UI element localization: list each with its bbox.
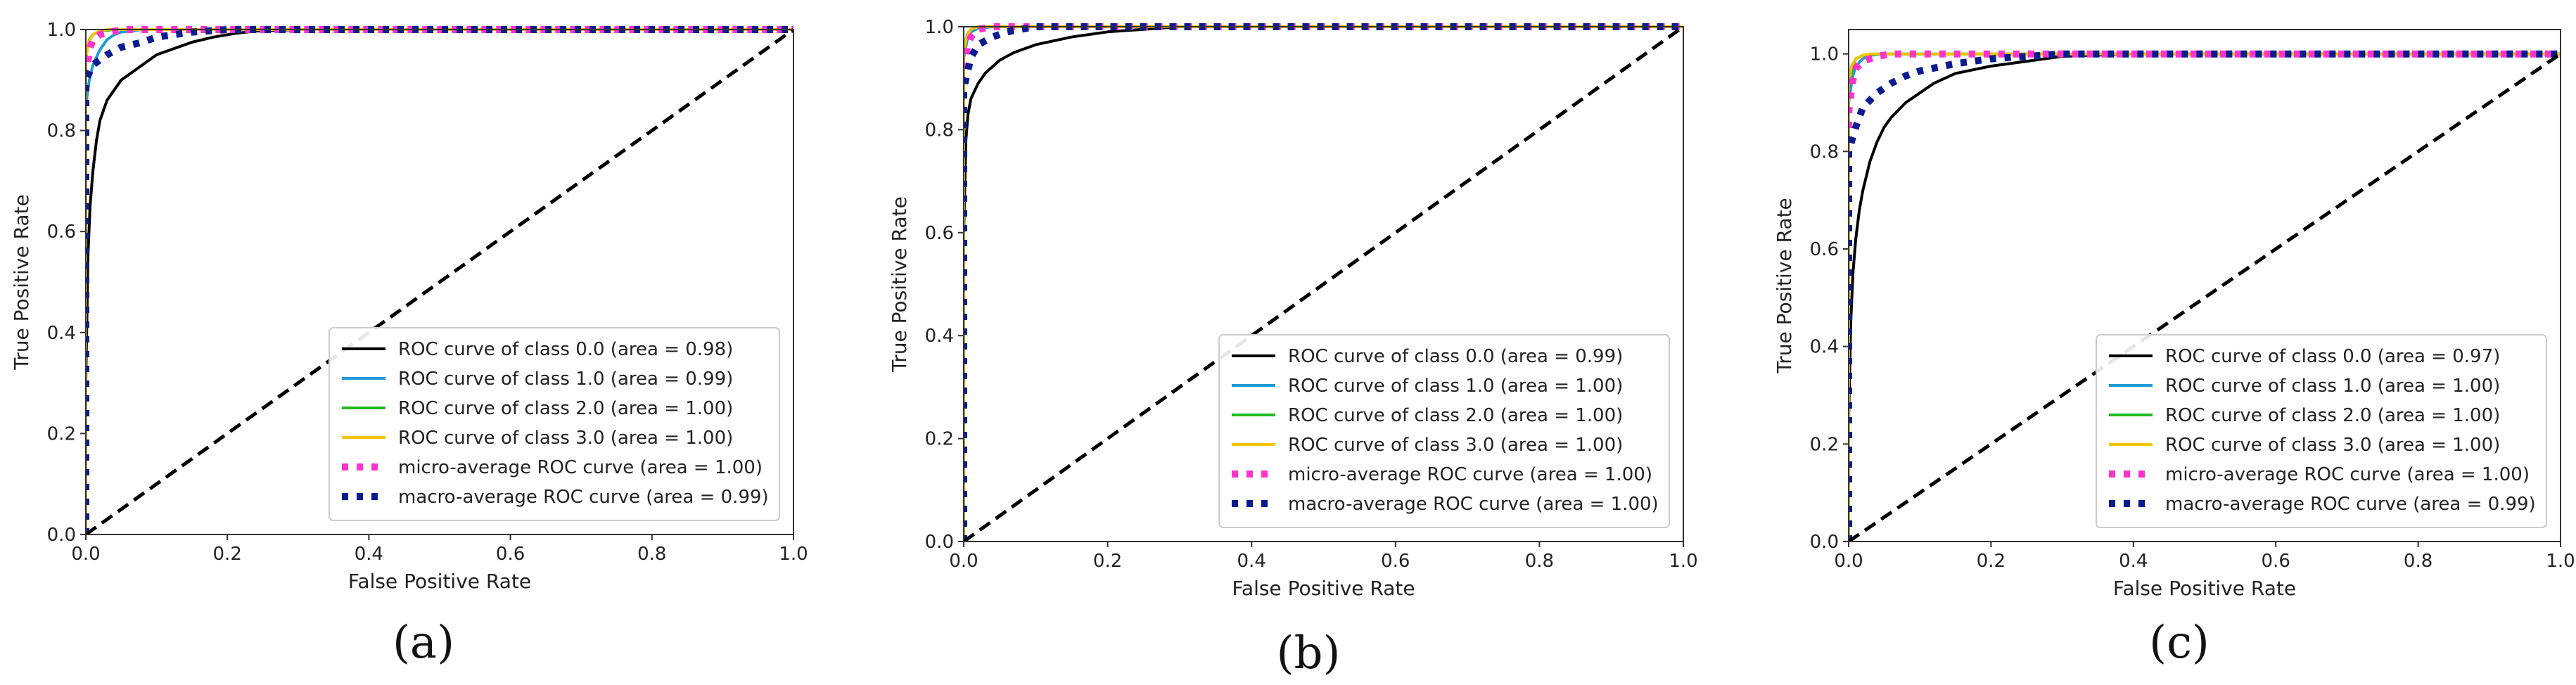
y-tick-label-c-4: 0.8 xyxy=(1810,141,1839,162)
panel-b: (b) 0.0 0.2 0.4 0.6 0.8 1.0 0.0 0.2 0.4 0.6 0.8 1.0… xyxy=(888,17,1698,679)
x-tick-label-a-5: 1.0 xyxy=(779,544,808,565)
legend-label-a-2: ROC curve of class 2.0 (area = 1.00) xyxy=(398,398,733,419)
x-tick-label-a-4: 0.8 xyxy=(637,544,666,565)
legend-label-a-5: macro-average ROC curve (area = 0.99) xyxy=(398,487,769,508)
x-tick-label-c-3: 0.6 xyxy=(2262,551,2290,572)
x-tick-label-a-0: 0.0 xyxy=(71,544,100,565)
legend-c: ROC curve of class 0.0 (area = 0.97) ROC … xyxy=(2096,335,2546,527)
legend-label-b-1: ROC curve of class 1.0 (area = 1.00) xyxy=(1288,376,1623,397)
y-tick-label-a-0: 0.0 xyxy=(47,525,76,546)
x-tick-label-a-2: 0.4 xyxy=(355,544,383,565)
y-tick-label-b-1: 0.2 xyxy=(925,429,954,450)
panel-label-b: (b) xyxy=(1277,627,1341,679)
legend-label-b-4: micro-average ROC curve (area = 1.00) xyxy=(1288,464,1652,485)
x-tick-label-c-0: 0.0 xyxy=(1834,551,1863,572)
y-tick-label-b-2: 0.4 xyxy=(925,326,954,347)
legend-label-c-2: ROC curve of class 2.0 (area = 1.00) xyxy=(2165,405,2500,426)
roc-figure: (a) 0.0 0.2 0.4 0.6 0.8 1.0 0.0 0.2 0.4 0.6 0.8 1.0… xyxy=(0,0,2576,685)
y-tick-label-c-1: 0.2 xyxy=(1810,434,1839,455)
panel-a: (a) 0.0 0.2 0.4 0.6 0.8 1.0 0.0 0.2 0.4 0.6 0.8 1.0… xyxy=(10,20,808,669)
legend-label-a-1: ROC curve of class 1.0 (area = 0.99) xyxy=(398,369,733,390)
legend-label-c-0: ROC curve of class 0.0 (area = 0.97) xyxy=(2165,346,2500,367)
panel-label-a: (a) xyxy=(393,617,454,669)
legend-label-b-5: macro-average ROC curve (area = 1.00) xyxy=(1288,494,1659,515)
y-tick-label-a-4: 0.8 xyxy=(47,121,76,142)
y-axis-title-c: True Positive Rate xyxy=(1773,198,1796,373)
y-axis-title-b: True Positive Rate xyxy=(888,196,911,372)
x-tick-label-b-3: 0.6 xyxy=(1381,551,1410,572)
x-axis-title-b: False Positive Rate xyxy=(1232,577,1415,600)
legend-label-b-0: ROC curve of class 0.0 (area = 0.99) xyxy=(1288,346,1623,367)
legend-label-a-4: micro-average ROC curve (area = 1.00) xyxy=(398,457,763,478)
y-tick-label-b-3: 0.6 xyxy=(925,223,954,244)
x-tick-label-a-3: 0.6 xyxy=(496,544,525,565)
x-tick-label-c-2: 0.4 xyxy=(2119,551,2148,572)
y-tick-label-b-4: 0.8 xyxy=(925,120,954,141)
x-tick-label-c-4: 0.8 xyxy=(2404,551,2432,572)
x-axis-title-c: False Positive Rate xyxy=(2113,577,2296,600)
x-tick-label-b-4: 0.8 xyxy=(1525,551,1554,572)
y-tick-label-b-5: 1.0 xyxy=(925,17,954,38)
y-tick-label-c-5: 1.0 xyxy=(1810,44,1839,65)
y-tick-label-c-2: 0.4 xyxy=(1810,337,1839,358)
legend-label-c-1: ROC curve of class 1.0 (area = 1.00) xyxy=(2165,376,2500,397)
x-tick-label-c-1: 0.2 xyxy=(1977,551,2006,572)
legend-label-c-5: macro-average ROC curve (area = 0.99) xyxy=(2165,494,2536,515)
y-tick-label-c-3: 0.6 xyxy=(1810,239,1839,260)
legend-label-c-4: micro-average ROC curve (area = 1.00) xyxy=(2165,464,2530,485)
x-tick-label-b-2: 0.4 xyxy=(1237,551,1266,572)
legend-label-a-0: ROC curve of class 0.0 (area = 0.98) xyxy=(398,339,733,360)
legend-label-b-2: ROC curve of class 2.0 (area = 1.00) xyxy=(1288,405,1623,426)
x-tick-label-b-0: 0.0 xyxy=(949,551,978,572)
legend-label-a-3: ROC curve of class 3.0 (area = 1.00) xyxy=(398,428,733,449)
y-tick-label-a-5: 1.0 xyxy=(47,20,76,41)
legend-label-b-3: ROC curve of class 3.0 (area = 1.00) xyxy=(1288,435,1623,456)
legend-a: ROC curve of class 0.0 (area = 0.98) ROC … xyxy=(329,328,779,520)
panel-label-c: (c) xyxy=(2149,617,2210,669)
y-tick-label-a-1: 0.2 xyxy=(47,423,76,444)
x-tick-label-c-5: 1.0 xyxy=(2546,551,2575,572)
y-tick-label-a-3: 0.6 xyxy=(47,222,76,243)
y-tick-label-c-0: 0.0 xyxy=(1810,532,1839,553)
y-axis-title-a: True Positive Rate xyxy=(10,194,33,370)
x-tick-label-b-1: 0.2 xyxy=(1093,551,1122,572)
panel-c: (c) 0.0 0.2 0.4 0.6 0.8 1.0 0.0 0.2 0.4 0.6 0.8 1.0… xyxy=(1773,30,2575,669)
y-tick-label-b-0: 0.0 xyxy=(925,532,954,553)
x-tick-label-a-1: 0.2 xyxy=(213,544,242,565)
x-axis-title-a: False Positive Rate xyxy=(348,570,531,593)
legend-b: ROC curve of class 0.0 (area = 0.99) ROC … xyxy=(1219,335,1669,527)
legend-label-c-3: ROC curve of class 3.0 (area = 1.00) xyxy=(2165,435,2500,456)
x-tick-label-b-5: 1.0 xyxy=(1669,551,1697,572)
y-tick-label-a-2: 0.4 xyxy=(47,323,76,344)
